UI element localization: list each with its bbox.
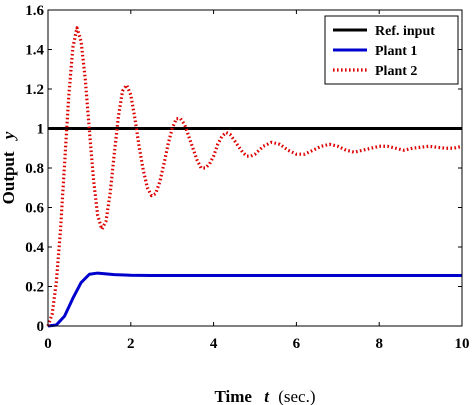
- x-axis-title-unit: (sec.): [278, 387, 315, 405]
- y-tick-label: 1.2: [25, 82, 44, 98]
- legend: Ref. input Plant 1 Plant 2: [324, 15, 459, 85]
- x-tick-label: 0: [44, 336, 52, 352]
- y-tick-label: 1.4: [25, 43, 44, 59]
- x-tick-label: 2: [127, 336, 135, 352]
- series-line-3: [46, 26, 463, 327]
- y-tick-label: 0.8: [25, 161, 44, 177]
- legend-label-3: Plant 2: [375, 64, 417, 79]
- series-layer: [46, 26, 463, 328]
- x-tick-label: 8: [375, 336, 383, 352]
- y-tick-label: 0.4: [25, 240, 44, 256]
- x-axis-title-var: t: [264, 387, 270, 405]
- y-axis-title-var: y: [0, 131, 18, 141]
- y-tick-label: 0.2: [25, 280, 44, 296]
- y-tick-label: 0: [37, 319, 45, 335]
- y-tick-label: 0.6: [25, 201, 44, 217]
- y-axis-title: Output y: [0, 131, 18, 204]
- x-tick-label: 10: [455, 336, 470, 352]
- axes-layer: 0 2 4 6 8 10 0 0.2 0.4 0.6 0.8 1 1.2 1.4 1.6: [25, 3, 469, 352]
- x-axis-title: Time t (sec.): [215, 387, 316, 405]
- y-axis-title-text: Output: [0, 151, 18, 204]
- x-axis-title-text: Time: [215, 387, 253, 405]
- y-tick-label: 1: [37, 122, 45, 138]
- x-tick-label: 4: [210, 336, 218, 352]
- series-line-2: [47, 271, 462, 328]
- legend-label-1: Ref. input: [375, 24, 435, 39]
- y-tick-label: 1.6: [25, 3, 44, 19]
- legend-label-2: Plant 1: [375, 44, 417, 59]
- x-tick-label: 6: [293, 336, 301, 352]
